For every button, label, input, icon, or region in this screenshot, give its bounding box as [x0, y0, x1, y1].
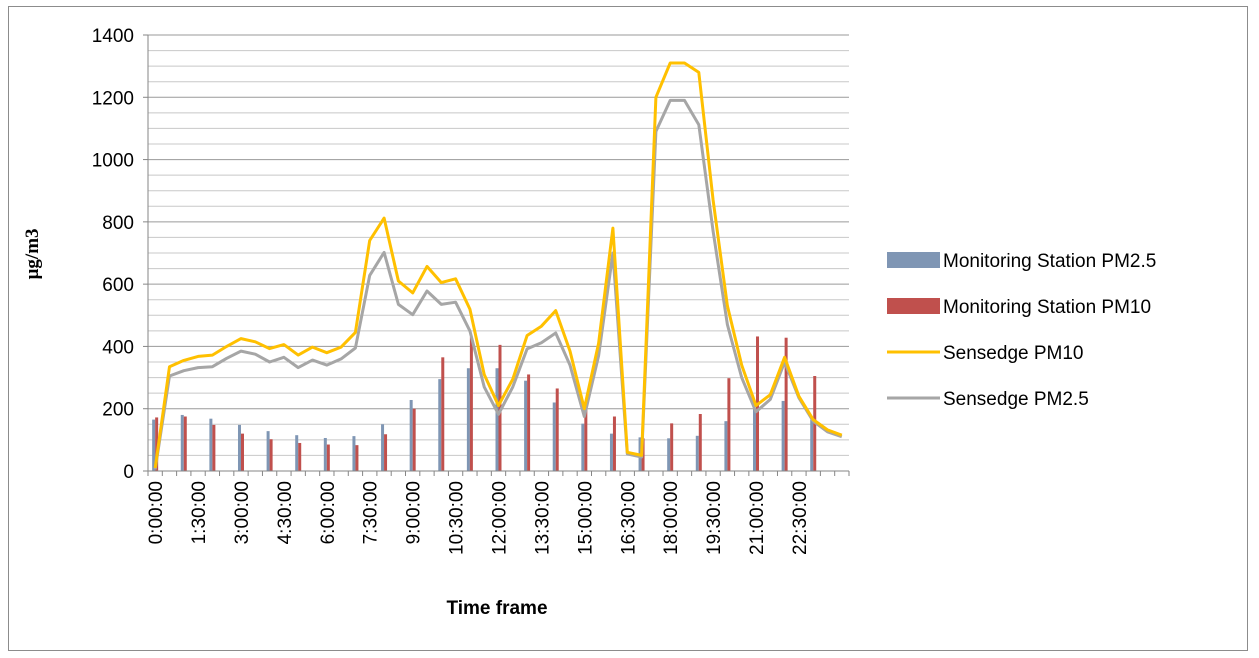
bar-pm25 — [667, 438, 671, 471]
bar-pm10 — [441, 357, 445, 471]
x-tick-label: 19:30:00 — [704, 481, 725, 555]
bar-pm25 — [524, 380, 528, 471]
bar-pm10 — [326, 444, 330, 471]
bar-pm25 — [438, 379, 442, 471]
bar-pm25 — [466, 368, 470, 471]
y-tick-labels: 0 200 400 600 800 1000 1200 1400 — [92, 26, 134, 483]
x-tick-label: 15:00:00 — [575, 481, 596, 555]
bar-pm10 — [555, 388, 559, 471]
legend-label: Sensedge PM10 — [943, 343, 1084, 364]
bar-pm25 — [581, 423, 585, 471]
bar-pm25 — [323, 437, 327, 471]
bar-pm25 — [753, 408, 757, 471]
bar-pm10 — [155, 417, 159, 471]
legend-label: Sensedge PM2.5 — [943, 389, 1089, 410]
x-tick-label: 6:00:00 — [318, 481, 339, 544]
bar-pm25 — [209, 418, 213, 471]
bar-pm25 — [237, 424, 241, 471]
y-tick-label: 400 — [102, 337, 134, 358]
y-tick-label: 0 — [123, 462, 134, 483]
axes — [143, 34, 850, 476]
y-tick-label: 800 — [102, 213, 134, 234]
bar-pm10 — [670, 423, 674, 471]
bar-pm25 — [609, 433, 613, 471]
x-tick-label: 22:30:00 — [790, 481, 811, 555]
bar-pm10 — [269, 439, 273, 471]
x-tick-label: 21:00:00 — [747, 481, 768, 555]
bar-pm25 — [266, 431, 270, 471]
x-tick-label: 9:00:00 — [404, 481, 425, 544]
x-tick-label: 16:30:00 — [618, 481, 639, 555]
bar-pm10 — [298, 442, 302, 471]
bar-pm10 — [183, 416, 187, 471]
bar-pm10 — [212, 424, 216, 471]
chart-frame — [8, 6, 1248, 651]
y-tick-label: 1400 — [92, 26, 134, 47]
y-axis-label: µg/m3 — [22, 228, 43, 279]
bar-pm25 — [781, 400, 785, 471]
x-tick-label: 18:00:00 — [661, 481, 682, 555]
bar-pm25 — [352, 436, 356, 471]
bar-pm25 — [381, 424, 385, 471]
bar-pm10 — [355, 445, 359, 471]
y-tick-label: 1000 — [92, 151, 134, 172]
legend: Monitoring Station PM2.5 Monitoring Stati… — [887, 251, 1156, 410]
legend-swatch — [887, 298, 940, 314]
x-tick-label: 10:30:00 — [447, 481, 468, 555]
bar-pm25 — [180, 414, 184, 471]
lines — [153, 61, 843, 470]
bar-pm25 — [695, 435, 699, 471]
legend-label: Monitoring Station PM2.5 — [943, 251, 1156, 272]
bar-pm10 — [240, 433, 244, 471]
x-tick-label: 4:30:00 — [275, 481, 296, 544]
bar-pm10 — [469, 337, 473, 471]
bar-pm10 — [527, 374, 531, 471]
bar-pm10 — [384, 434, 388, 471]
bar-pm25 — [152, 419, 156, 471]
x-axis-label: Time frame — [446, 598, 547, 619]
bar-pm25 — [724, 421, 728, 471]
bar-pm10 — [412, 408, 416, 471]
legend-label: Monitoring Station PM10 — [943, 297, 1151, 318]
x-tick-label: 13:30:00 — [532, 481, 553, 555]
bar-pm25 — [810, 419, 814, 471]
y-tick-label: 1200 — [92, 88, 134, 109]
bar-pm10 — [727, 378, 731, 471]
bars — [152, 336, 817, 471]
bar-pm10 — [698, 414, 702, 471]
bar-pm10 — [498, 344, 502, 471]
x-tick-label: 0:00:00 — [146, 481, 167, 544]
y-tick-label: 600 — [102, 275, 134, 296]
y-tick-label: 200 — [102, 400, 134, 421]
bar-pm10 — [584, 405, 588, 471]
bar-pm25 — [409, 399, 413, 471]
x-tick-labels: 0:00:00 1:30:00 3:00:00 4:30:00 6:00:00 7:30:… — [146, 481, 811, 555]
x-tick-label: 12:00:00 — [490, 481, 511, 555]
x-tick-label: 1:30:00 — [189, 481, 210, 544]
line-sensedge-pm10 — [153, 61, 843, 469]
legend-swatch — [887, 252, 940, 268]
bar-pm25 — [495, 368, 499, 471]
x-tick-label: 7:30:00 — [361, 481, 382, 544]
bar-pm10 — [612, 416, 616, 471]
bar-pm25 — [295, 435, 299, 471]
bar-pm10 — [784, 337, 788, 471]
line-sensedge-pm2-5 — [153, 98, 843, 470]
bar-pm25 — [552, 402, 556, 471]
x-tick-label: 3:00:00 — [232, 481, 253, 544]
